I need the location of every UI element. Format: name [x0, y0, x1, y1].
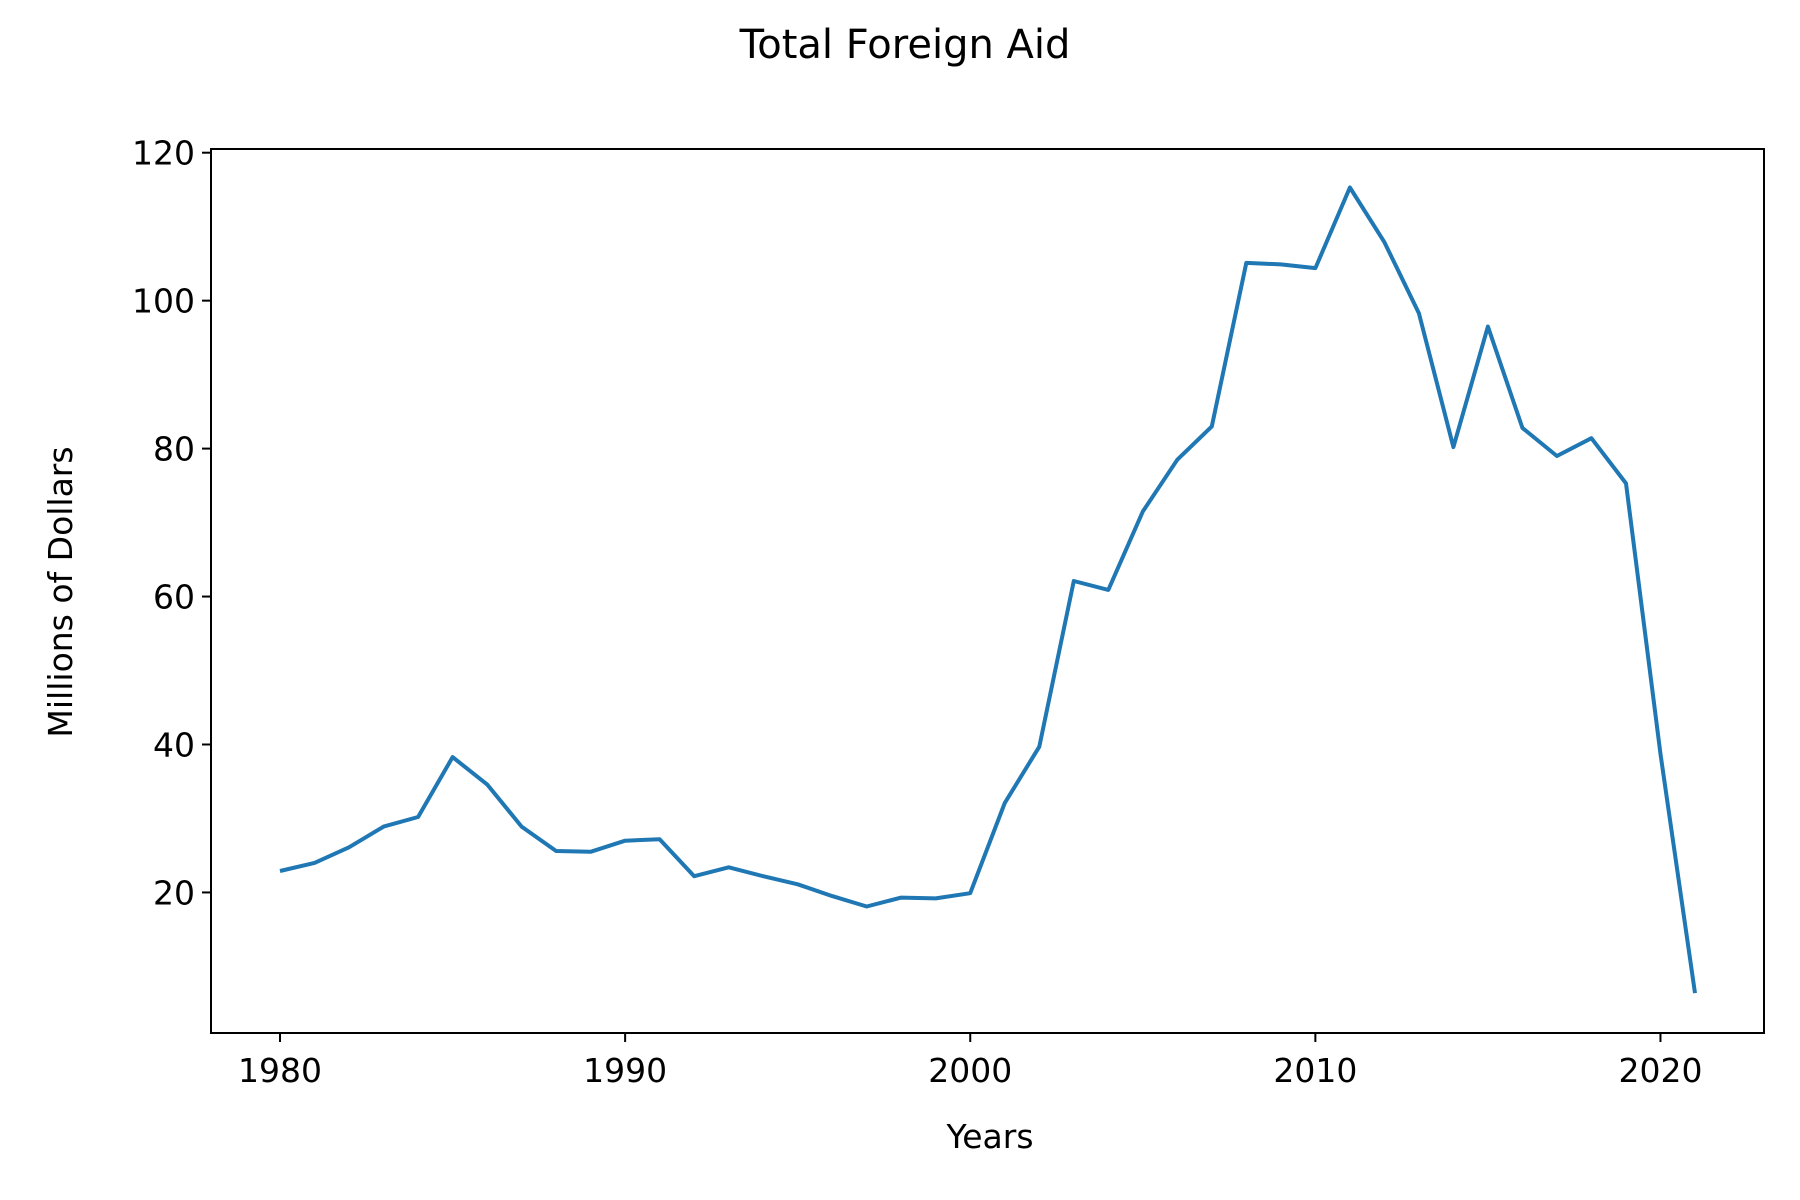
x-axis: 1980 1990 2000 2010 2020: [238, 1033, 1702, 1090]
y-tick-label: 80: [153, 430, 195, 469]
y-tick-label: 100: [132, 282, 195, 321]
x-tick-label: 2020: [1618, 1051, 1702, 1090]
y-tick-label: 20: [153, 873, 195, 912]
y-axis: 20 40 60 80 100 120: [132, 134, 211, 912]
x-tick-label: 1980: [238, 1051, 322, 1090]
x-axis-label: Years: [945, 1117, 1033, 1156]
x-tick-label: 2000: [928, 1051, 1012, 1090]
y-axis-label: Millions of Dollars: [41, 446, 80, 737]
x-tick-label: 2010: [1273, 1051, 1357, 1090]
chart-title: Total Foreign Aid: [739, 22, 1071, 68]
series-line: [279, 185, 1697, 994]
y-tick-label: 120: [132, 134, 195, 173]
y-tick-label: 40: [153, 725, 195, 764]
plot-series: [279, 185, 1697, 994]
plot-area-frame: [210, 148, 1765, 1034]
y-tick-label: 60: [153, 578, 195, 617]
x-tick-label: 1990: [583, 1051, 667, 1090]
